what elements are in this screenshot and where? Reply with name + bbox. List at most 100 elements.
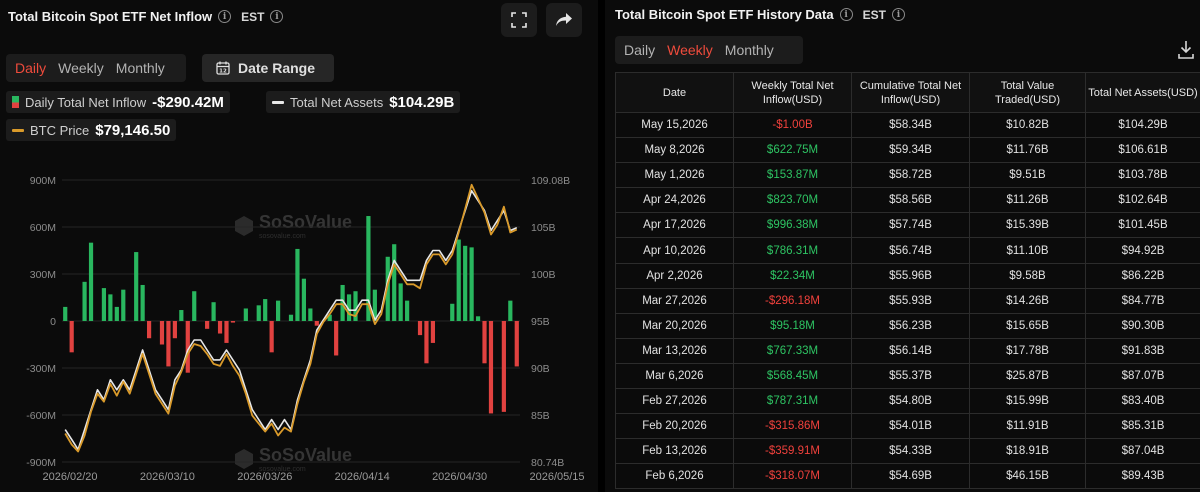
col-header-weekly-inflow[interactable]: Weekly Total Net Inflow(USD) — [733, 72, 852, 113]
cell-net-assets: $101.45B — [1085, 212, 1200, 239]
cell-date: Mar 27,2026 — [615, 287, 734, 314]
x-tick-label: 2026/03/10 — [140, 471, 195, 483]
inflow-bar — [353, 291, 358, 321]
cell-cumulative-inflow: $55.96B — [851, 262, 970, 289]
date-range-button[interactable]: 12 Date Range — [202, 54, 334, 82]
table-row[interactable]: Feb 13,2026 -$359.91M $54.33B $18.91B $87.04… — [615, 438, 1200, 465]
cell-date: Apr 10,2026 — [615, 237, 734, 264]
cell-weekly-inflow: $996.38M — [733, 212, 852, 239]
table-row[interactable]: Apr 17,2026 $996.38M $57.74B $15.39B $101.45… — [615, 212, 1200, 239]
x-tick-label: 2026/04/14 — [335, 471, 390, 483]
fullscreen-button[interactable] — [501, 3, 537, 37]
y-left-tick-label: 300M — [30, 269, 56, 281]
cell-cumulative-inflow: $54.69B — [851, 463, 970, 490]
table-row[interactable]: Mar 27,2026 -$296.18M $55.93B $14.26B $84.77… — [615, 287, 1200, 314]
inflow-chart[interactable]: 900M 600M 300M 0 -300M -600M -900M 109.08B 105B… — [0, 168, 598, 492]
cell-net-assets: $102.64B — [1085, 187, 1200, 214]
inflow-bar — [327, 314, 332, 321]
tab-monthly[interactable]: Monthly — [115, 60, 165, 76]
cell-weekly-inflow: $95.18M — [733, 312, 852, 339]
cell-date: Feb 13,2026 — [615, 438, 734, 465]
cell-date: Mar 13,2026 — [615, 337, 734, 364]
legend-btc-value: $79,146.50 — [95, 121, 171, 139]
inflow-bar — [456, 239, 461, 321]
share-button[interactable] — [546, 3, 582, 37]
cell-cumulative-inflow: $56.23B — [851, 312, 970, 339]
cell-value-traded: $11.91B — [969, 413, 1086, 440]
cell-cumulative-inflow: $56.74B — [851, 237, 970, 264]
cell-net-assets: $91.83B — [1085, 337, 1200, 364]
inflow-bar — [288, 314, 294, 321]
inflow-bar — [140, 284, 145, 321]
table-row[interactable]: Feb 27,2026 $787.31M $54.80B $15.99B $83.40B — [615, 388, 1200, 415]
inflow-bar — [243, 308, 248, 321]
cell-weekly-inflow: $22.34M — [733, 262, 852, 289]
cell-value-traded: $14.26B — [969, 287, 1086, 314]
table-row[interactable]: May 15,2026 -$1.00B $58.34B $10.82B $104.29B — [615, 111, 1200, 139]
sosovalue-logo-icon — [235, 216, 253, 236]
col-header-value-traded[interactable]: Total Value Traded(USD) — [969, 72, 1086, 113]
inflow-bar — [185, 321, 190, 373]
legend-net-assets[interactable]: Total Net Assets $104.29B — [266, 91, 461, 113]
cell-value-traded: $11.76B — [969, 137, 1086, 164]
history-data-panel: Total Bitcoin Spot ETF History Data i ES… — [605, 0, 1200, 492]
inflow-bar — [121, 289, 126, 321]
cell-date: May 1,2026 — [615, 162, 734, 189]
inflow-bar — [469, 247, 474, 321]
tab-weekly[interactable]: Weekly — [58, 60, 104, 76]
cell-cumulative-inflow: $54.80B — [851, 388, 970, 415]
table-row[interactable]: Feb 6,2026 -$318.07M $54.69B $46.15B $89.43B — [615, 463, 1200, 490]
cell-date: Mar 20,2026 — [615, 312, 734, 339]
legend-btc-price[interactable]: BTC Price $79,146.50 — [6, 119, 177, 141]
legend-net-inflow[interactable]: Daily Total Net Inflow -$290.42M — [6, 91, 230, 113]
cell-net-assets: $90.30B — [1085, 312, 1200, 339]
table-row[interactable]: Apr 2,2026 $22.34M $55.96B $9.58B $86.22B — [615, 262, 1200, 289]
table-row[interactable]: Apr 10,2026 $786.31M $56.74B $11.10B $94.92B — [615, 237, 1200, 264]
inflow-bar — [211, 302, 216, 321]
cell-cumulative-inflow: $58.56B — [851, 187, 970, 214]
y-left-tick-label: 600M — [30, 222, 56, 234]
inflow-bar — [508, 300, 513, 321]
col-header-net-assets[interactable]: Total Net Assets(USD) — [1085, 72, 1200, 113]
tab-weekly[interactable]: Weekly — [667, 42, 713, 58]
timezone-info-icon[interactable]: i — [270, 10, 284, 23]
table-row[interactable]: Mar 20,2026 $95.18M $56.23B $15.65B $90.30B — [615, 312, 1200, 339]
cell-value-traded: $15.39B — [969, 212, 1086, 239]
cell-date: Apr 17,2026 — [615, 212, 734, 239]
tab-daily[interactable]: Daily — [624, 42, 656, 58]
col-header-cumulative-inflow[interactable]: Cumulative Total Net Inflow(USD) — [851, 72, 970, 113]
table-row[interactable]: Mar 13,2026 $767.33M $56.14B $17.78B $91.83B — [615, 337, 1200, 364]
y-right-tick-label: 100B — [531, 269, 556, 281]
table-row[interactable]: May 1,2026 $153.87M $58.72B $9.51B $103.78B — [615, 162, 1200, 189]
y-left-tick-label: 900M — [30, 175, 56, 187]
cell-cumulative-inflow: $55.37B — [851, 362, 970, 390]
col-header-date[interactable]: Date — [615, 72, 734, 113]
table-row[interactable]: May 8,2026 $622.75M $59.34B $11.76B $106.61B — [615, 137, 1200, 164]
svg-text:12: 12 — [219, 69, 227, 75]
table-row[interactable]: Feb 20,2026 -$315.86M $54.01B $11.91B $85.31… — [615, 413, 1200, 440]
inflow-bar — [385, 256, 390, 321]
info-icon[interactable]: i — [218, 10, 232, 23]
inflow-bar — [372, 289, 377, 321]
cell-date: Feb 6,2026 — [615, 463, 734, 490]
cell-value-traded: $25.87B — [969, 362, 1086, 390]
timezone-label: EST — [862, 7, 886, 22]
info-icon[interactable]: i — [839, 8, 853, 21]
cell-value-traded: $15.99B — [969, 388, 1086, 415]
cell-date: Apr 2,2026 — [615, 262, 734, 289]
table-row[interactable]: Apr 24,2026 $823.70M $58.56B $11.26B $102.64… — [615, 187, 1200, 214]
download-icon[interactable] — [1178, 40, 1194, 60]
table-row[interactable]: Mar 6,2026 $568.45M $55.37B $25.87B $87.07B — [615, 362, 1200, 390]
calendar-icon: 12 — [216, 61, 230, 75]
timezone-info-icon[interactable]: i — [891, 8, 905, 21]
tab-monthly[interactable]: Monthly — [724, 42, 774, 58]
cell-net-assets: $85.31B — [1085, 413, 1200, 440]
cell-net-assets: $83.40B — [1085, 388, 1200, 415]
y-right-tick-label: 80.74B — [531, 457, 564, 469]
x-tick-label: 2026/04/30 — [432, 471, 487, 483]
inflow-bar — [398, 283, 403, 321]
inflow-bar — [308, 308, 313, 321]
inflow-bar — [301, 278, 306, 321]
tab-daily[interactable]: Daily — [15, 60, 47, 76]
cell-value-traded: $46.15B — [969, 463, 1086, 490]
